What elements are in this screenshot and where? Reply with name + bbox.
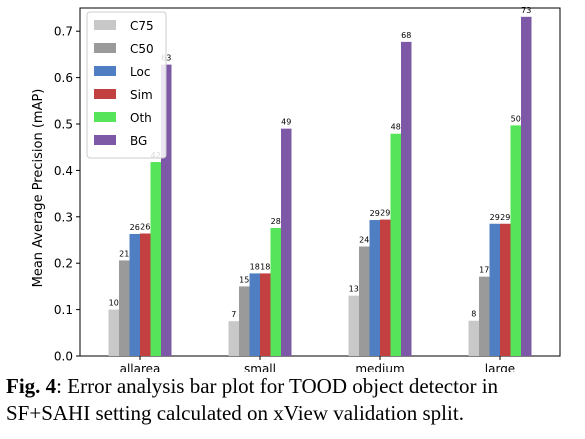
legend-swatch xyxy=(94,66,116,76)
plot-area xyxy=(79,7,561,357)
bar-value-label: 68 xyxy=(401,31,411,40)
bar-value-label: 28 xyxy=(271,217,281,226)
x-axis: allarea small medium large xyxy=(120,356,515,372)
bar-value-label: 49 xyxy=(281,118,291,127)
bar-value-label: 29 xyxy=(380,209,390,218)
bar xyxy=(479,276,490,356)
caption-text: : Error analysis bar plot for TOOD objec… xyxy=(6,374,499,425)
legend-swatch xyxy=(94,20,116,30)
bar xyxy=(359,246,370,356)
legend-label: C50 xyxy=(130,42,154,56)
legend-swatch xyxy=(94,43,116,53)
legend-label: BG xyxy=(130,134,147,148)
x-tick-label: allarea xyxy=(120,362,161,372)
bar-value-label: 18 xyxy=(250,262,260,271)
legend: C75 C50 Loc Sim Oth BG xyxy=(86,11,167,159)
bar xyxy=(150,162,161,356)
y-tick-label: 0.0 xyxy=(54,350,73,364)
bar-value-label: 18 xyxy=(260,262,270,271)
legend-label: Loc xyxy=(130,65,150,79)
bar xyxy=(249,273,260,356)
bar-value-label: 17 xyxy=(479,266,489,275)
bar xyxy=(369,220,380,356)
x-tick-label: small xyxy=(244,362,276,372)
bar-value-label: 24 xyxy=(359,235,369,244)
bar xyxy=(510,125,521,356)
bar-value-label: 48 xyxy=(391,123,401,132)
bar xyxy=(108,309,119,356)
bar-value-label: 29 xyxy=(500,213,510,222)
legend-label: C75 xyxy=(130,19,154,33)
y-tick-label: 0.5 xyxy=(54,118,73,132)
bar-value-label: 73 xyxy=(521,6,531,15)
x-tick-label: large xyxy=(485,362,515,372)
bar-value-label: 8 xyxy=(471,310,476,319)
bar-value-label: 50 xyxy=(511,114,521,123)
bar xyxy=(401,41,412,356)
x-tick-label: medium xyxy=(355,362,404,372)
bars xyxy=(108,16,532,356)
y-tick-label: 0.2 xyxy=(54,257,73,271)
bar-value-label: 21 xyxy=(119,249,129,258)
bar-value-label: 7 xyxy=(231,310,236,319)
bar xyxy=(489,223,500,356)
bar xyxy=(348,295,359,356)
plot-frame xyxy=(79,7,561,357)
legend-label: Sim xyxy=(130,88,153,102)
bar-value-label: 13 xyxy=(349,285,359,294)
bar xyxy=(468,320,479,356)
y-tick-label: 0.4 xyxy=(54,164,73,178)
bar xyxy=(161,64,172,356)
bar-value-label: 29 xyxy=(370,209,380,218)
error-analysis-bar-chart: 0.0 0.1 0.2 0.3 0.4 0.5 0.6 0.7 allarea small med… xyxy=(31,6,561,372)
bar xyxy=(380,219,391,356)
legend-label: Oth xyxy=(130,111,152,125)
bar xyxy=(270,227,281,356)
bar-value-label: 29 xyxy=(490,213,500,222)
y-axis: 0.0 0.1 0.2 0.3 0.4 0.5 0.6 0.7 xyxy=(54,25,80,364)
bar-value-label: 15 xyxy=(239,275,249,284)
bar xyxy=(129,233,140,356)
bar xyxy=(140,233,151,356)
bar xyxy=(119,260,130,356)
bar xyxy=(390,133,401,356)
legend-swatch xyxy=(94,135,116,145)
y-tick-label: 0.7 xyxy=(54,25,73,39)
legend-swatch xyxy=(94,89,116,99)
bar xyxy=(521,16,532,356)
bar xyxy=(500,223,511,356)
bar xyxy=(239,286,250,356)
bar xyxy=(260,273,271,356)
bar-value-labels: 1021262642637151818284913242929486881729… xyxy=(109,6,532,319)
legend-swatch xyxy=(94,112,116,122)
bar-value-label: 10 xyxy=(109,299,119,308)
y-tick-label: 0.6 xyxy=(54,71,73,85)
bar-value-label: 26 xyxy=(130,223,140,232)
y-tick-label: 0.3 xyxy=(54,210,73,224)
y-axis-label: Mean Average Precision (mAP) xyxy=(31,89,46,288)
bar-value-label: 26 xyxy=(140,223,150,232)
bar xyxy=(228,321,239,356)
caption-label: Fig. 4 xyxy=(6,374,57,398)
bar xyxy=(281,128,292,356)
y-tick-label: 0.1 xyxy=(54,303,73,317)
figure-caption: Fig. 4: Error analysis bar plot for TOOD… xyxy=(6,373,582,427)
